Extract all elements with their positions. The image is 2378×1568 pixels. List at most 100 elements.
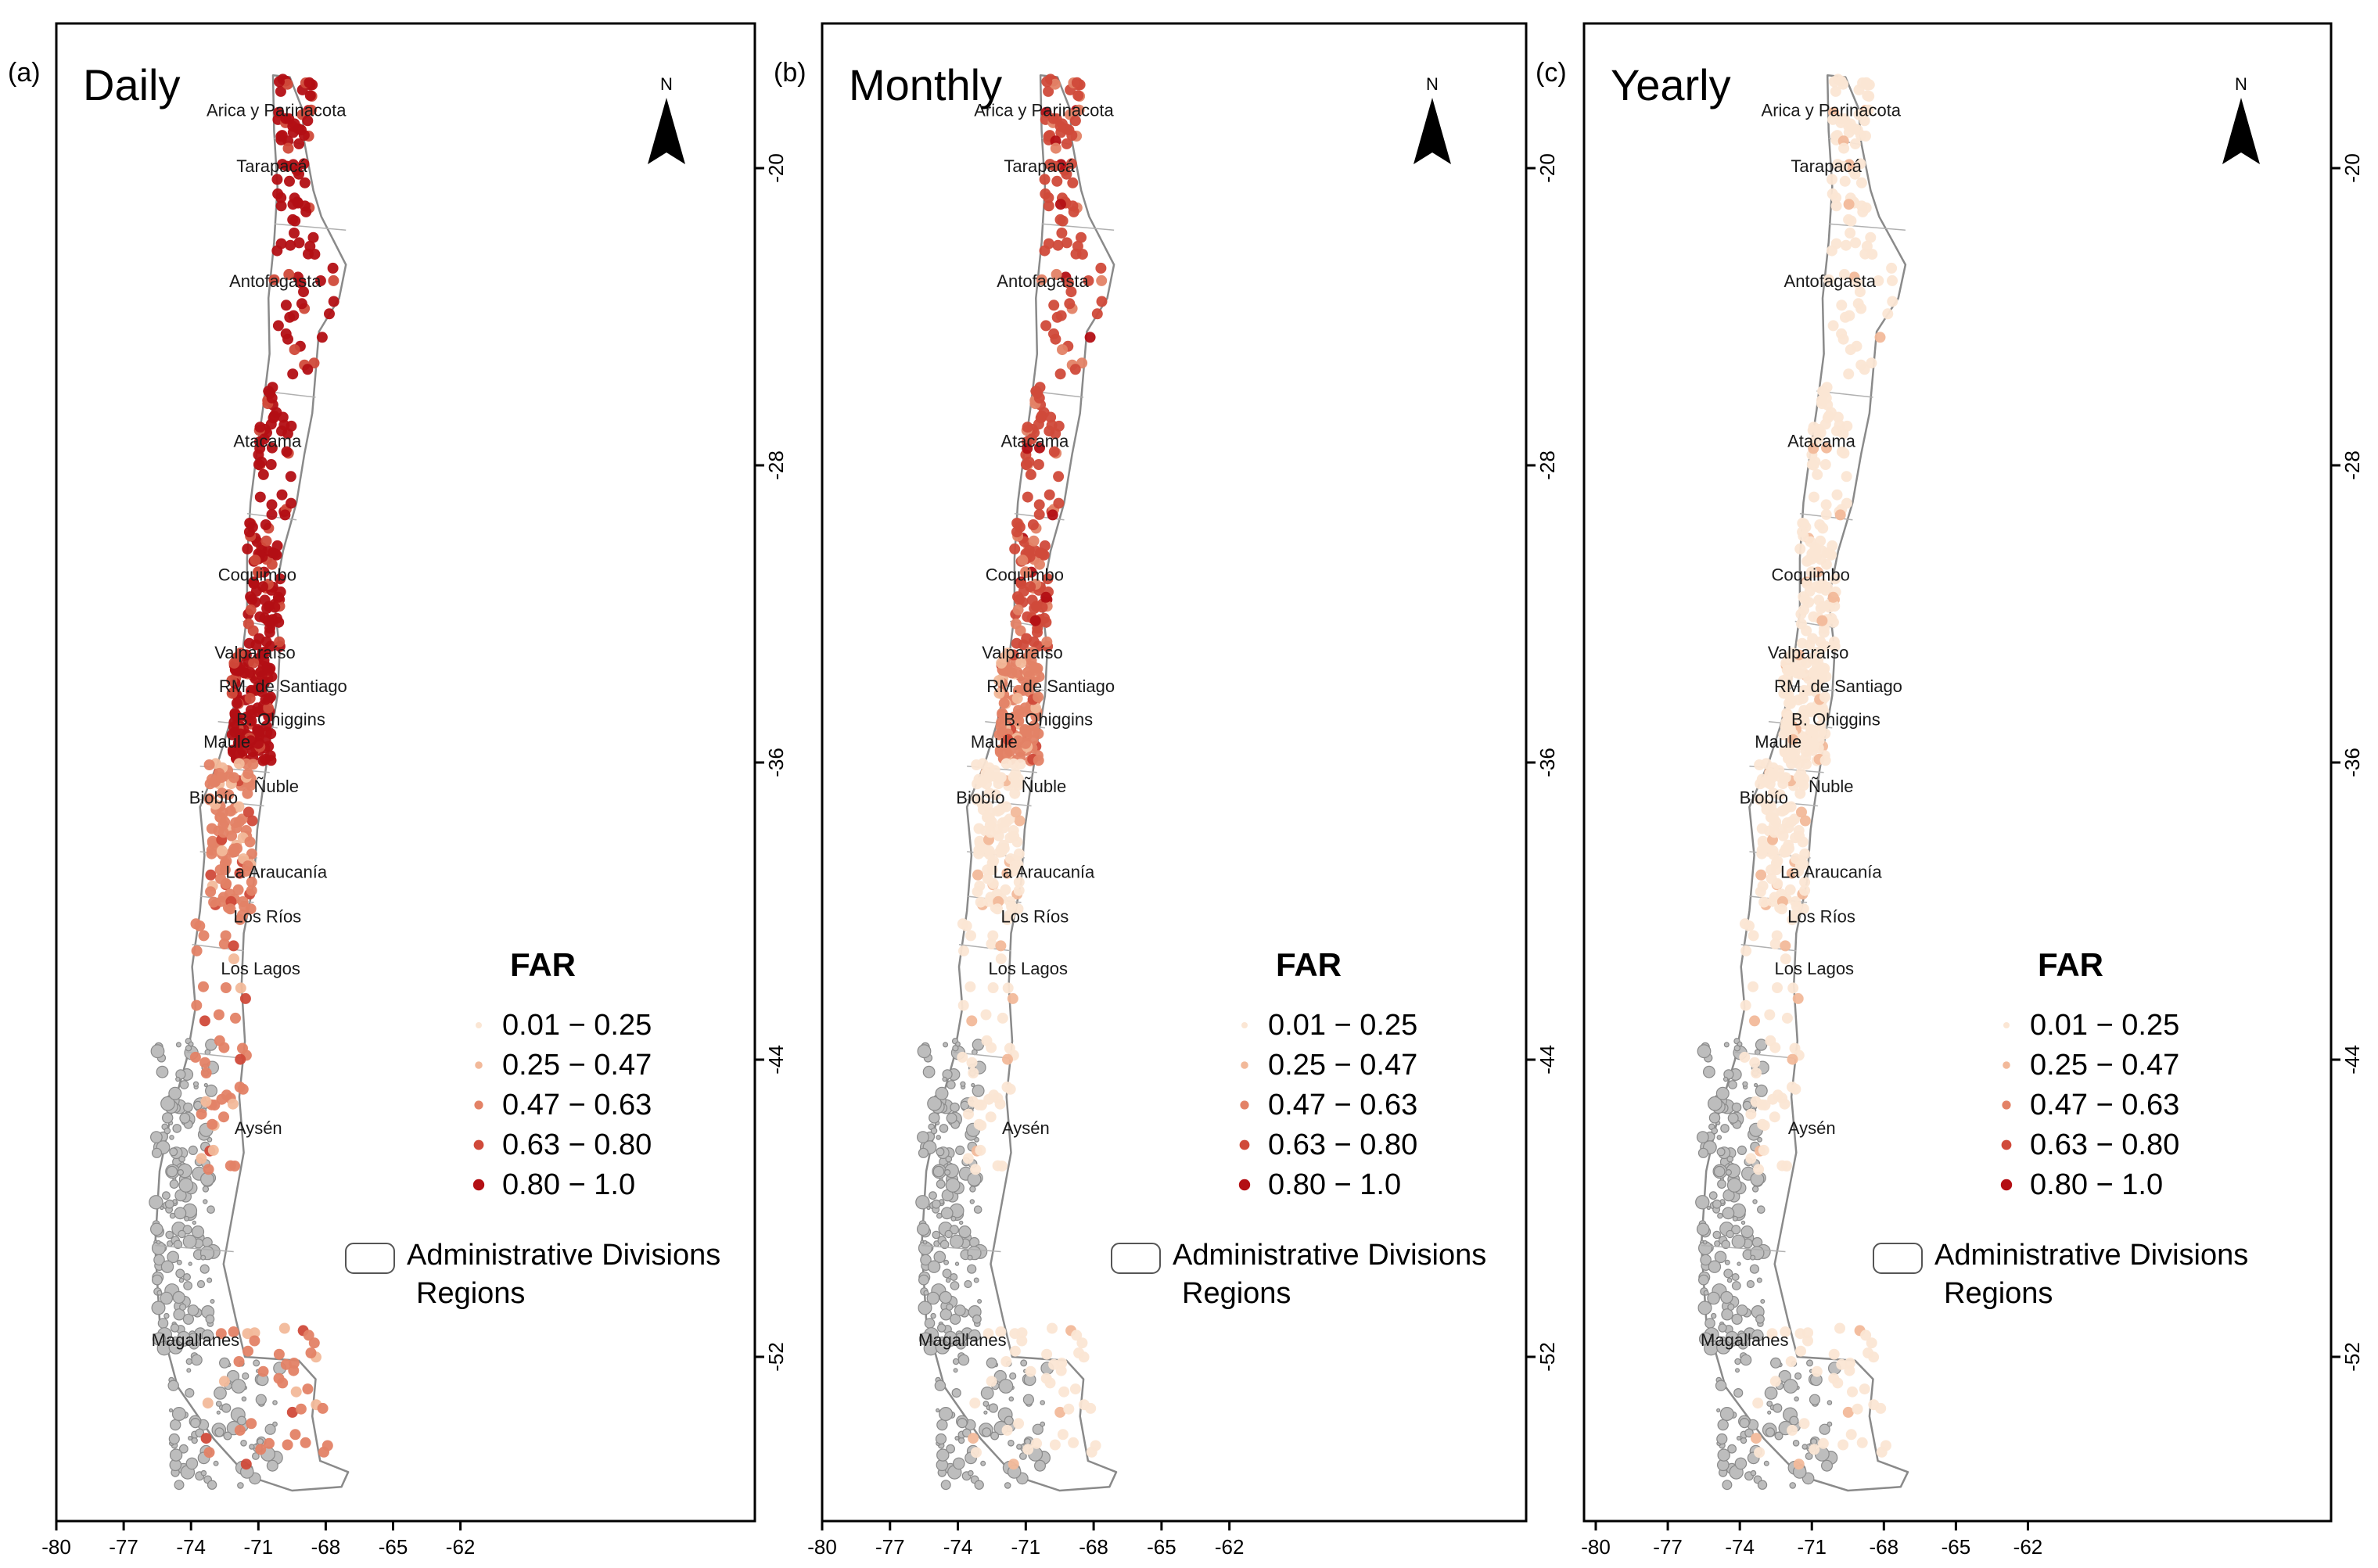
station-point	[1054, 368, 1066, 380]
station-point	[1739, 1051, 1751, 1063]
island	[1765, 1427, 1776, 1437]
region-label: Los Lagos	[988, 959, 1068, 978]
north-arrow-icon	[1414, 98, 1451, 164]
station-point	[1043, 200, 1054, 212]
island	[170, 1323, 180, 1333]
island	[164, 1199, 174, 1209]
region-label: Maule	[203, 732, 250, 752]
island	[936, 1147, 945, 1157]
island	[1722, 1480, 1733, 1491]
north-label: N	[660, 74, 673, 94]
station-point	[1044, 489, 1055, 501]
legend-label: 0.47 − 0.63	[502, 1089, 652, 1121]
island	[188, 1041, 194, 1047]
station-point	[272, 320, 284, 332]
region-label: La Araucanía	[993, 862, 1095, 881]
region-label: Tarapacá	[236, 156, 307, 176]
y-tick-label: -28	[2340, 450, 2364, 480]
station-point	[236, 813, 248, 825]
station-point	[234, 913, 246, 925]
island	[257, 1437, 264, 1445]
station-point	[228, 1326, 239, 1337]
station-point	[1787, 982, 1799, 994]
station-point	[1815, 535, 1827, 547]
station-point	[958, 945, 969, 956]
island	[943, 1168, 951, 1176]
region-boundary	[921, 1244, 1001, 1253]
station-point	[225, 903, 236, 915]
island	[169, 1179, 179, 1189]
station-point	[282, 1439, 293, 1451]
island	[1731, 1225, 1741, 1235]
station-point	[1817, 1437, 1829, 1449]
station-point	[1751, 1433, 1762, 1444]
station-point	[324, 308, 335, 320]
station-point	[1783, 652, 1794, 663]
region-boundary	[1828, 223, 1906, 231]
station-point	[1779, 1098, 1791, 1110]
station-point	[1013, 715, 1025, 727]
station-point	[1004, 896, 1016, 907]
island	[1018, 1452, 1027, 1460]
station-point	[289, 228, 300, 239]
island	[166, 1165, 178, 1178]
island	[929, 1191, 937, 1200]
station-point	[1033, 499, 1045, 511]
station-point	[996, 843, 1008, 855]
station-point	[246, 715, 257, 727]
region-label: Arica y Parinacota	[974, 101, 1114, 120]
station-point	[1769, 938, 1781, 949]
station-point	[994, 1098, 1006, 1110]
station-point	[1772, 877, 1784, 889]
island	[967, 1254, 973, 1261]
station-point	[983, 1093, 995, 1105]
station-point	[264, 387, 276, 399]
station-point	[1015, 578, 1027, 590]
station-point	[1842, 1406, 1854, 1418]
station-point	[982, 864, 993, 876]
station-point	[1776, 1160, 1788, 1172]
island	[1033, 1459, 1046, 1472]
island	[1716, 1147, 1726, 1157]
island	[1708, 1191, 1718, 1200]
station-point	[1812, 468, 1823, 480]
station-point	[281, 446, 293, 457]
station-point	[1820, 499, 1832, 511]
island	[169, 1212, 176, 1219]
station-point	[269, 601, 281, 613]
station-point	[244, 693, 256, 704]
station-point	[228, 953, 239, 965]
island	[188, 1435, 193, 1441]
station-point	[1766, 864, 1777, 876]
station-point	[975, 1144, 986, 1156]
island	[1751, 1329, 1764, 1342]
station-point	[1004, 745, 1016, 757]
legend-label: 0.25 − 0.47	[2030, 1049, 2179, 1082]
station-point	[1036, 274, 1047, 285]
island	[962, 1428, 972, 1438]
island	[932, 1165, 945, 1178]
legend-swatch	[2003, 1022, 2010, 1028]
island	[1715, 1380, 1727, 1391]
island	[150, 1222, 163, 1236]
station-point	[277, 411, 289, 423]
station-point	[1856, 1437, 1868, 1448]
station-point	[1009, 1345, 1021, 1357]
station-point	[284, 311, 296, 323]
island	[969, 1186, 976, 1193]
station-point	[200, 1433, 212, 1444]
station-point	[993, 687, 1005, 699]
island	[922, 1240, 928, 1245]
station-point	[302, 115, 314, 127]
island	[927, 1096, 942, 1111]
station-point	[1778, 687, 1790, 699]
station-point	[1014, 594, 1026, 605]
region-label: Magallanes	[1701, 1330, 1789, 1350]
region-label: Arica y Parinacota	[207, 101, 347, 120]
island	[1750, 1254, 1756, 1261]
station-point	[1041, 76, 1053, 88]
station-point	[214, 864, 226, 876]
station-point	[207, 1118, 218, 1130]
legend-label: 0.80 − 1.0	[502, 1168, 635, 1201]
